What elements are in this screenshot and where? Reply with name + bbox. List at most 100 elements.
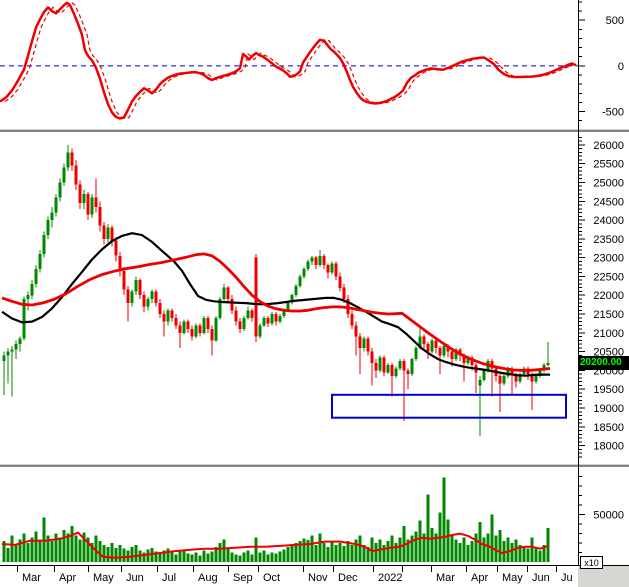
candle-body [470, 357, 474, 365]
volume-bar [306, 540, 310, 562]
panel-splitter-2[interactable] [0, 463, 629, 468]
volume-bar [214, 546, 218, 562]
x-axis[interactable]: Mar Apr May Jun Jul Aug Sep Oct Nov Dec 2022 Mar Apr… [0, 565, 629, 587]
candle-body [242, 317, 246, 330]
candle-body [222, 287, 226, 299]
volume-bar [234, 554, 238, 562]
candle-body [94, 197, 98, 207]
volume-panel[interactable] [1, 477, 550, 562]
candle-body [450, 351, 454, 360]
axis-tick-label: 21000 [593, 328, 624, 340]
axis-tick-label: 20500 [593, 347, 624, 359]
axis-tick-label: 18000 [593, 441, 624, 453]
candle-body [398, 361, 402, 369]
momentum-panel[interactable] [0, 1, 581, 120]
volume-bar [274, 553, 278, 562]
volume-bar [98, 541, 102, 562]
volume-bar [366, 546, 370, 562]
candle-body [370, 351, 374, 363]
splitter-highlight [0, 464, 629, 465]
candle-body [78, 184, 82, 204]
candle-body [378, 357, 382, 371]
candle-body [366, 338, 370, 352]
volume-bar [110, 543, 114, 562]
volume-bar [66, 533, 70, 562]
candle-body [118, 255, 122, 271]
volume-bar [290, 544, 294, 562]
candle-body [270, 314, 274, 324]
volume-bar [122, 548, 126, 562]
panel-splitter-1[interactable] [0, 128, 629, 133]
month-label: Oct [263, 572, 280, 584]
volume-bar [430, 527, 434, 562]
candle-body [454, 349, 458, 360]
volume-bar [250, 554, 254, 562]
volume-bar [346, 541, 350, 562]
candle-body [58, 182, 62, 198]
candle-body [402, 361, 406, 371]
candle-body [482, 370, 486, 380]
candle-body [334, 263, 338, 277]
volume-multiplier-box: x10 [580, 556, 603, 569]
price-panel[interactable] [1, 144, 567, 437]
candle-body [514, 374, 518, 382]
candle-body [546, 362, 550, 365]
candle-body [202, 317, 206, 333]
candle-body [374, 362, 378, 371]
axis-tick-label: 25500 [593, 159, 624, 171]
candle-body [250, 310, 254, 318]
candle-body [274, 314, 278, 322]
candle-body [302, 268, 306, 277]
volume-bar [46, 535, 50, 562]
volume-bar [482, 537, 486, 562]
volume-bar [518, 544, 522, 562]
volume-bar [486, 533, 490, 562]
volume-bar [446, 519, 450, 562]
candle-body [190, 329, 194, 337]
candle-body [14, 344, 18, 350]
volume-bar [354, 539, 358, 562]
candle-body [114, 240, 118, 256]
volume-bar [134, 544, 138, 562]
candle-body [30, 284, 34, 296]
month-label: May [502, 572, 523, 584]
volume-bar [166, 548, 170, 562]
volume-bar [442, 477, 446, 562]
support-zone-annotation[interactable] [331, 393, 567, 419]
candle-body [310, 257, 314, 262]
candle-body [214, 317, 218, 341]
candle-body [446, 346, 450, 352]
volume-bar [146, 549, 150, 562]
axis-tick-label: -500 [602, 107, 624, 119]
volume-bar [426, 494, 430, 562]
candle-body [350, 314, 354, 326]
candle-body [122, 270, 126, 290]
volume-bar [210, 551, 214, 562]
volume-bar [294, 543, 298, 562]
volume-bar [90, 543, 94, 562]
right-axis[interactable]: -500050018000185001900019500200002050021… [578, 0, 624, 565]
volume-bar [362, 544, 366, 562]
volume-bar [82, 532, 86, 562]
volume-bar [258, 552, 262, 562]
candle-body [394, 368, 398, 376]
volume-bar [522, 546, 526, 562]
ma-slow-red [1, 252, 551, 372]
candle-body [534, 376, 538, 382]
candle-body [90, 197, 94, 215]
volume-bar [118, 544, 122, 562]
volume-bar [26, 543, 30, 562]
candle-body [266, 317, 270, 324]
candle-body [98, 206, 102, 226]
axis-tick-label: 23500 [593, 234, 624, 246]
volume-bar [130, 546, 134, 562]
axis-tick-label: 0 [618, 61, 624, 73]
volume-bar [62, 529, 66, 562]
candle-body [530, 374, 534, 382]
candle-body [262, 317, 266, 326]
volume-bar [462, 537, 466, 562]
candle-body [178, 325, 182, 333]
candle-body [286, 302, 290, 311]
